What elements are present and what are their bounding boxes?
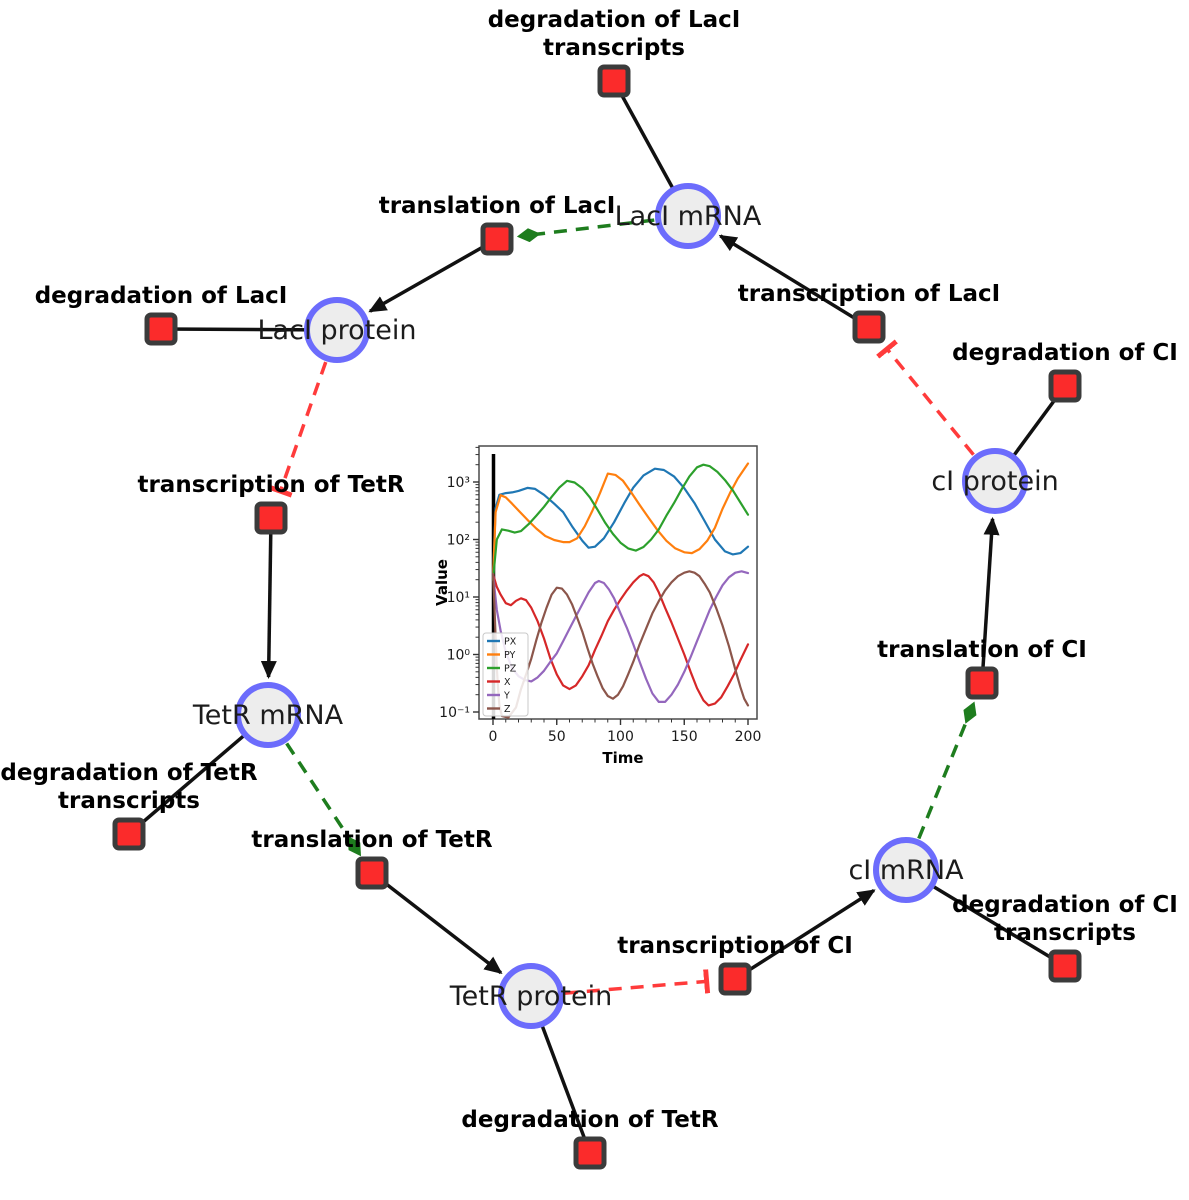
x-tick-label: 0 (489, 729, 498, 745)
series-line-Y (491, 570, 750, 704)
series-line-PX (491, 467, 750, 581)
species-label-tetR_mRNA: TetR mRNA (192, 700, 344, 731)
x-tick-label: 50 (548, 729, 566, 745)
reaction-node-tr_cI[interactable] (718, 962, 752, 996)
modifier-edge-lacI_mRNA-transl_lacI (516, 218, 655, 243)
species-node-cI_protein[interactable] (962, 448, 1028, 514)
reaction-label-deg_tetR_tx: degradation of TetR transcripts (0, 760, 257, 814)
reaction-node-deg_lacI_tx[interactable] (597, 64, 631, 98)
species-node-tetR_protein[interactable] (498, 963, 564, 1029)
reaction-label-deg_tetR: degradation of TetR (461, 1107, 718, 1133)
reaction-node-deg_cI_tx[interactable] (1048, 949, 1082, 983)
inhibition-edge-lacI_protein-tr_tetR (268, 361, 328, 498)
reaction-label-deg_cI_tx: degradation of CI transcripts (952, 892, 1178, 946)
labels-layer: LacI mRNA LacI protein TetR mRNA TetR prote… (0, 7, 1177, 1133)
inhibition-edge-tetR_protein-tr_cI (564, 969, 711, 995)
legend-label-PY: PY (504, 650, 516, 661)
production-edge-tr_tetR-tetR_mRNA (260, 517, 277, 680)
modifier-edge-cI_mRNA-transl_cI (917, 701, 977, 840)
reaction-node-tr_tetR[interactable] (254, 501, 288, 535)
production-edge-transl_lacI-lacI_protein (368, 237, 498, 313)
reaction-label-tr_cI: transcription of CI (617, 933, 853, 959)
series-line-PZ (491, 463, 750, 581)
legend-label-PZ: PZ (504, 664, 517, 675)
legend-label-Z: Z (504, 704, 511, 715)
reaction-node-transl_cI[interactable] (965, 666, 999, 700)
plot-legend: PX PY PZ XYZ (482, 632, 529, 717)
y-tick-label: 10² (447, 533, 470, 549)
legend-label-PX: PX (504, 637, 517, 648)
production-edge-transl_cI-cI_protein (980, 516, 1000, 684)
y-tick-label: 10⁰ (447, 648, 471, 664)
species-label-cI_mRNA: cI mRNA (848, 855, 964, 886)
y-axis-title: Value (433, 559, 451, 606)
species-node-cI_mRNA[interactable] (873, 837, 939, 903)
species-label-tetR_protein: TetR protein (449, 981, 612, 1012)
species-node-lacI_protein[interactable] (304, 297, 370, 363)
species-node-lacI_mRNA[interactable] (655, 183, 721, 249)
reaction-node-deg_cI[interactable] (1048, 369, 1082, 403)
reaction-node-tr_lacI[interactable] (852, 310, 886, 344)
species-node-tetR_mRNA[interactable] (235, 682, 301, 748)
legend-label-X: X (504, 677, 511, 688)
reaction-label-transl_lacI: translation of LacI (379, 193, 616, 219)
production-edge-transl_tetR-tetR_protein (370, 871, 503, 975)
reaction-label-transl_cI: translation of CI (877, 637, 1087, 663)
production-edge-tr_cI-cI_mRNA (734, 888, 876, 981)
legend-label-Y: Y (503, 691, 510, 702)
x-tick-label: 200 (735, 729, 762, 745)
reaction-label-deg_lacI_tx: degradation of LacI transcripts (488, 7, 741, 61)
reaction-label-deg_cI: degradation of CI (952, 340, 1178, 366)
nodes-layer (112, 64, 1082, 1170)
inhibition-edge-cI_protein-tr_lacI (876, 339, 975, 456)
reaction-node-deg_tetR[interactable] (573, 1136, 607, 1170)
reaction-node-deg_tetR_tx[interactable] (112, 817, 146, 851)
y-tick-label: 10¹ (447, 590, 470, 606)
species-label-lacI_protein: LacI protein (258, 315, 417, 346)
x-tick-label: 150 (671, 729, 698, 745)
x-axis-title: Time (602, 749, 643, 767)
reaction-label-deg_lacI: degradation of LacI (35, 283, 288, 309)
production-edge-tr_lacI-lacI_mRNA (718, 234, 870, 329)
reaction-label-tr_lacI: transcription of LacI (738, 281, 1001, 307)
y-tick-label: 10⁻¹ (439, 705, 470, 721)
reaction-node-transl_lacI[interactable] (480, 222, 514, 256)
species-label-cI_protein: cI protein (931, 466, 1058, 497)
reaction-label-tr_tetR: transcription of TetR (137, 472, 404, 498)
reaction-node-transl_tetR[interactable] (355, 856, 389, 890)
reaction-node-deg_lacI[interactable] (144, 312, 178, 346)
reaction-label-transl_tetR: translation of TetR (251, 827, 492, 853)
species-label-lacI_mRNA: LacI mRNA (615, 201, 762, 232)
y-tick-label: 10³ (447, 475, 470, 491)
series-line-PY (491, 462, 750, 581)
modifier-edge-tetR_mRNA-transl_tetR (285, 742, 362, 857)
x-tick-label: 100 (607, 729, 634, 745)
